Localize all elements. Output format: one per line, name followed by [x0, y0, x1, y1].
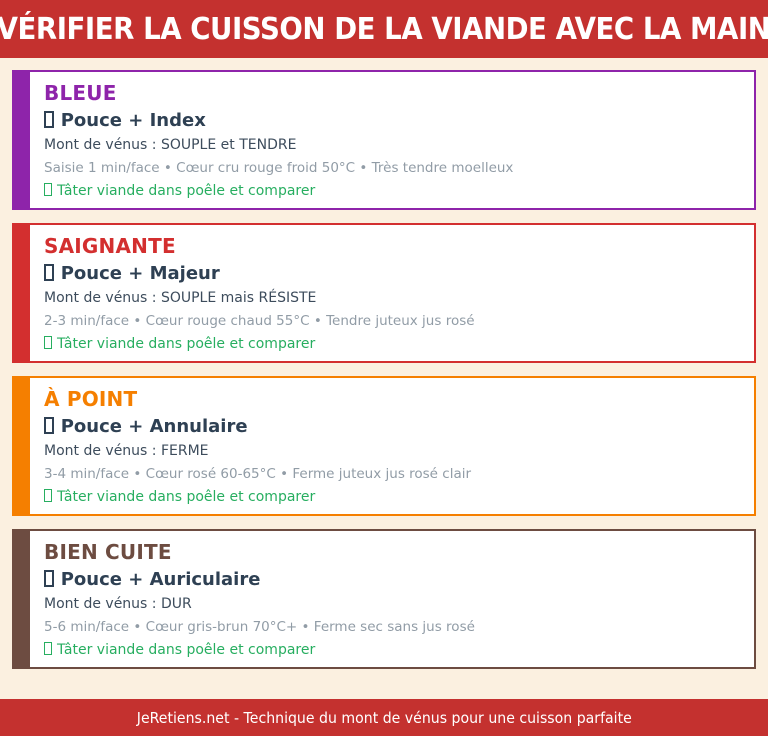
card-title-bleue: BLEUE — [44, 81, 117, 105]
card-title-a-point: À POINT — [44, 387, 138, 411]
action-tip-line: Tâter viande dans poêle et comparer — [44, 642, 738, 658]
finger-combo-line: Pouce + Index — [44, 110, 738, 131]
missing-glyph-icon — [44, 416, 54, 434]
cooking-details-line: 2-3 min/face • Cœur rouge chaud 55°C • T… — [44, 313, 475, 329]
action-tip-label: Tâter viande dans poêle et comparer — [57, 336, 316, 352]
card-title-saignante: SAIGNANTE — [44, 234, 176, 258]
cards-container: BLEUE Pouce + Index Mont de vénus : SOUP… — [0, 58, 768, 699]
card-a-point: À POINT Pouce + Annulaire Mont de vénus … — [12, 376, 756, 516]
finger-combo-label: Pouce + Auriculaire — [60, 569, 261, 590]
action-tip-label: Tâter viande dans poêle et comparer — [57, 489, 316, 505]
card-bleue: BLEUE Pouce + Index Mont de vénus : SOUP… — [12, 70, 756, 210]
missing-glyph-icon — [44, 336, 52, 350]
action-tip-line: Tâter viande dans poêle et comparer — [44, 489, 738, 505]
finger-combo-label: Pouce + Majeur — [60, 263, 220, 284]
missing-glyph-icon — [44, 569, 54, 587]
card-title-bien-cuite: BIEN CUITE — [44, 540, 172, 564]
cooking-details-line: 5-6 min/face • Cœur gris-brun 70°C+ • Fe… — [44, 619, 475, 635]
finger-combo-line: Pouce + Auriculaire — [44, 569, 738, 590]
mont-de-venus-line: Mont de vénus : DUR — [44, 596, 192, 612]
footer-banner: JeRetiens.net - Technique du mont de vén… — [0, 699, 768, 736]
missing-glyph-icon — [44, 642, 52, 656]
finger-combo-line: Pouce + Majeur — [44, 263, 738, 284]
finger-combo-label: Pouce + Index — [60, 110, 206, 131]
missing-glyph-icon — [44, 183, 52, 197]
action-tip-line: Tâter viande dans poêle et comparer — [44, 336, 738, 352]
footer-credit-text: JeRetiens.net - Technique du mont de vén… — [136, 708, 632, 727]
cooking-details-line: Saisie 1 min/face • Cœur cru rouge froid… — [44, 160, 514, 176]
header-banner: VÉRIFIER LA CUISSON DE LA VIANDE AVEC LA… — [0, 0, 768, 58]
cooking-details-line: 3-4 min/face • Cœur rosé 60-65°C • Ferme… — [44, 466, 472, 482]
missing-glyph-icon — [44, 263, 54, 281]
card-saignante: SAIGNANTE Pouce + Majeur Mont de vénus :… — [12, 223, 756, 363]
action-tip-label: Tâter viande dans poêle et comparer — [57, 642, 316, 658]
page-title: VÉRIFIER LA CUISSON DE LA VIANDE AVEC LA… — [0, 11, 768, 47]
missing-glyph-icon — [44, 110, 54, 128]
mont-de-venus-line: Mont de vénus : SOUPLE et TENDRE — [44, 137, 297, 153]
action-tip-line: Tâter viande dans poêle et comparer — [44, 183, 738, 199]
mont-de-venus-line: Mont de vénus : SOUPLE mais RÉSISTE — [44, 290, 317, 306]
action-tip-label: Tâter viande dans poêle et comparer — [57, 183, 316, 199]
finger-combo-label: Pouce + Annulaire — [60, 416, 248, 437]
missing-glyph-icon — [44, 489, 52, 503]
card-bien-cuite: BIEN CUITE Pouce + Auriculaire Mont de v… — [12, 529, 756, 669]
finger-combo-line: Pouce + Annulaire — [44, 416, 738, 437]
mont-de-venus-line: Mont de vénus : FERME — [44, 443, 209, 459]
